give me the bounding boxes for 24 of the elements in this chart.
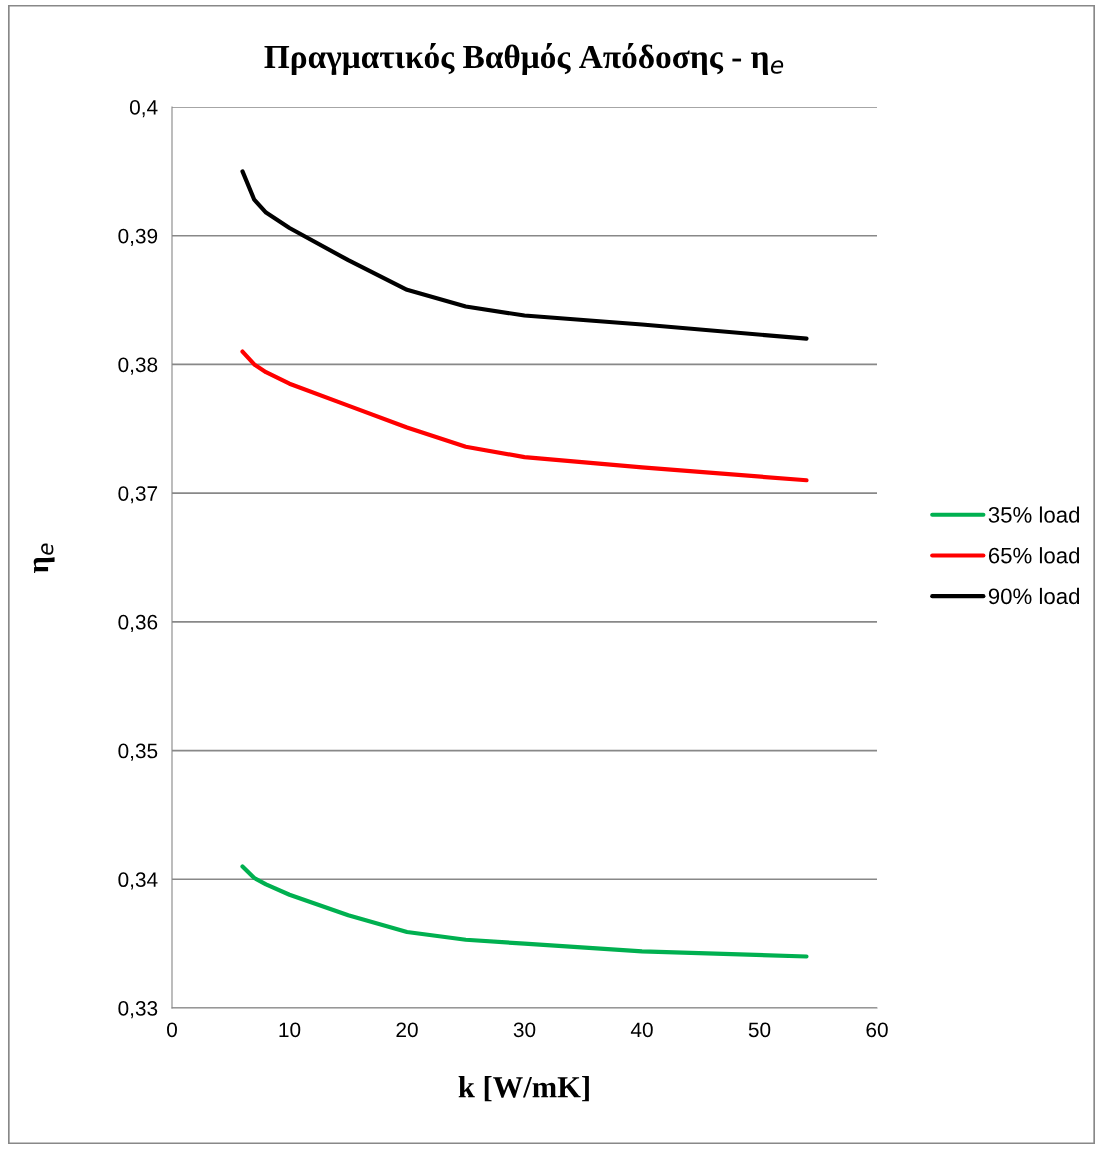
y-tick-label: 0,35 <box>118 743 158 761</box>
y-tick-label: 0,4 <box>129 100 158 118</box>
x-tick-label: 0 <box>167 1022 177 1038</box>
x-tick-label: 40 <box>630 1022 653 1038</box>
x-tick-label: 20 <box>396 1022 418 1038</box>
x-tick-label: 10 <box>279 1022 301 1038</box>
y-tick-label: 0,34 <box>118 872 158 890</box>
line-series <box>240 349 809 483</box>
x-tick-label: 30 <box>513 1022 536 1038</box>
y-axis-title: η$_{e}$ <box>33 543 55 573</box>
line-series <box>240 864 809 959</box>
x-tick-label: 50 <box>748 1022 771 1038</box>
x-axis-title: k [W/mK] <box>458 1076 589 1102</box>
chart-title: Πραγματικός Βαθμός Απόδοσης - η$_{e}$ <box>264 43 784 75</box>
line-series <box>240 169 809 341</box>
y-tick-label: 0,38 <box>118 357 158 375</box>
legend-label: 65% load <box>988 547 1080 564</box>
y-tick-label: 0,37 <box>118 486 158 504</box>
y-tick-label: 0,36 <box>118 614 158 633</box>
legend-label: 90% load <box>988 587 1080 605</box>
x-tick-label: 60 <box>866 1022 888 1038</box>
y-tick-label: 0,33 <box>118 1001 158 1019</box>
legend-label: 35% load <box>988 506 1080 523</box>
y-tick-label: 0,39 <box>118 228 158 246</box>
